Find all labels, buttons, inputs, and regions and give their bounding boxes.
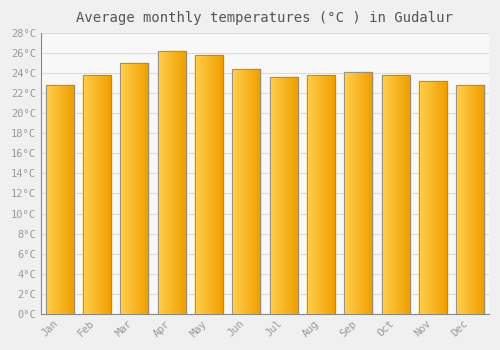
Bar [195, 55, 223, 314]
Bar [456, 85, 484, 314]
Bar [307, 75, 335, 314]
Bar [382, 75, 409, 314]
Bar [344, 72, 372, 314]
Bar [270, 77, 297, 314]
Bar [158, 51, 186, 314]
Bar [419, 81, 447, 314]
Bar [232, 69, 260, 314]
Bar [83, 75, 111, 314]
Bar [120, 63, 148, 314]
Bar [46, 85, 74, 314]
Title: Average monthly temperatures (°C ) in Gudalur: Average monthly temperatures (°C ) in Gu… [76, 11, 454, 25]
